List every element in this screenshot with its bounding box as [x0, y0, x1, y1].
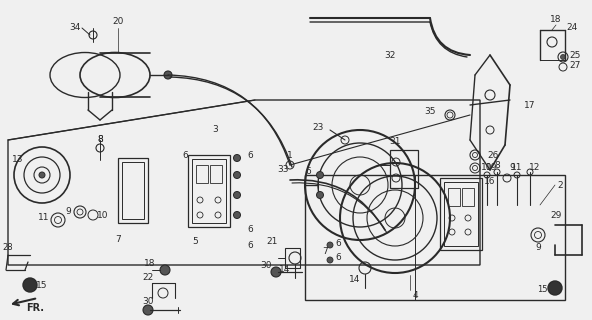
- Text: 15: 15: [537, 285, 547, 294]
- Text: 26: 26: [487, 150, 498, 159]
- Text: 18: 18: [550, 15, 562, 25]
- Text: 6: 6: [247, 241, 253, 250]
- Circle shape: [160, 265, 170, 275]
- Circle shape: [327, 242, 333, 248]
- Text: 32: 32: [384, 51, 395, 60]
- Text: 35: 35: [424, 108, 436, 116]
- Text: 6: 6: [305, 167, 311, 177]
- Circle shape: [548, 281, 562, 295]
- Circle shape: [317, 191, 323, 198]
- Text: 9: 9: [65, 207, 71, 217]
- Bar: [440, 178, 482, 250]
- Text: 27: 27: [570, 60, 581, 69]
- Text: 6: 6: [247, 150, 253, 159]
- Text: 25: 25: [570, 51, 581, 60]
- Text: 10: 10: [481, 164, 493, 172]
- Text: 29: 29: [551, 211, 562, 220]
- Circle shape: [317, 172, 323, 179]
- Text: FR.: FR.: [26, 303, 44, 313]
- Bar: [444, 182, 478, 246]
- Text: 13: 13: [12, 156, 24, 164]
- Circle shape: [233, 155, 240, 162]
- FancyArrowPatch shape: [290, 180, 385, 230]
- Bar: [118, 158, 148, 223]
- Text: 4: 4: [412, 291, 418, 300]
- Bar: [210, 165, 222, 183]
- FancyArrowPatch shape: [430, 22, 467, 57]
- Text: 11: 11: [511, 164, 523, 172]
- Circle shape: [271, 267, 281, 277]
- Bar: [390, 150, 418, 188]
- Circle shape: [143, 305, 153, 315]
- Text: 8: 8: [97, 135, 103, 145]
- Text: 24: 24: [567, 23, 578, 33]
- Bar: [196, 165, 208, 183]
- Bar: [188, 155, 230, 227]
- Text: 15: 15: [36, 281, 48, 290]
- Text: 31: 31: [390, 138, 401, 147]
- Text: 5: 5: [192, 237, 198, 246]
- Text: 18: 18: [144, 259, 156, 268]
- Text: 34: 34: [69, 23, 81, 33]
- Text: 8: 8: [494, 161, 500, 170]
- FancyArrowPatch shape: [170, 77, 292, 167]
- Text: 30: 30: [142, 298, 154, 307]
- Circle shape: [561, 54, 565, 60]
- Text: 16: 16: [484, 178, 496, 187]
- Text: 8: 8: [97, 135, 103, 145]
- Text: 9: 9: [535, 244, 541, 252]
- Text: 14: 14: [349, 276, 360, 284]
- Text: 12: 12: [529, 164, 540, 172]
- Text: 3: 3: [212, 125, 218, 134]
- Text: 30: 30: [260, 260, 272, 269]
- Text: 14: 14: [279, 266, 290, 275]
- Text: 10: 10: [97, 211, 109, 220]
- Text: 2: 2: [557, 180, 563, 189]
- FancyArrowPatch shape: [292, 183, 387, 233]
- Text: 6: 6: [182, 150, 188, 159]
- Text: 21: 21: [266, 237, 278, 246]
- Text: 6: 6: [335, 253, 341, 262]
- Bar: [192, 159, 226, 223]
- Text: 33: 33: [277, 165, 289, 174]
- Circle shape: [233, 212, 240, 219]
- Circle shape: [233, 172, 240, 179]
- FancyArrowPatch shape: [168, 75, 290, 165]
- Text: 1: 1: [287, 150, 293, 159]
- Text: 23: 23: [313, 124, 324, 132]
- Text: 6: 6: [335, 238, 341, 247]
- Bar: [448, 188, 460, 206]
- Text: 7: 7: [115, 236, 121, 244]
- Text: 22: 22: [142, 274, 154, 283]
- Bar: [285, 248, 300, 268]
- Text: 9: 9: [509, 164, 515, 172]
- Bar: [462, 188, 474, 206]
- Text: 20: 20: [112, 18, 124, 27]
- Text: 11: 11: [38, 213, 50, 222]
- FancyArrowPatch shape: [430, 18, 470, 55]
- Text: 6: 6: [247, 226, 253, 235]
- Text: 19: 19: [486, 164, 498, 172]
- Circle shape: [327, 257, 333, 263]
- Circle shape: [164, 71, 172, 79]
- Circle shape: [233, 191, 240, 198]
- Text: 17: 17: [525, 100, 536, 109]
- Text: 28: 28: [2, 244, 12, 252]
- Circle shape: [23, 278, 37, 292]
- Bar: [305, 175, 565, 300]
- Circle shape: [39, 172, 45, 178]
- Bar: [122, 162, 144, 219]
- Text: 7: 7: [322, 247, 328, 257]
